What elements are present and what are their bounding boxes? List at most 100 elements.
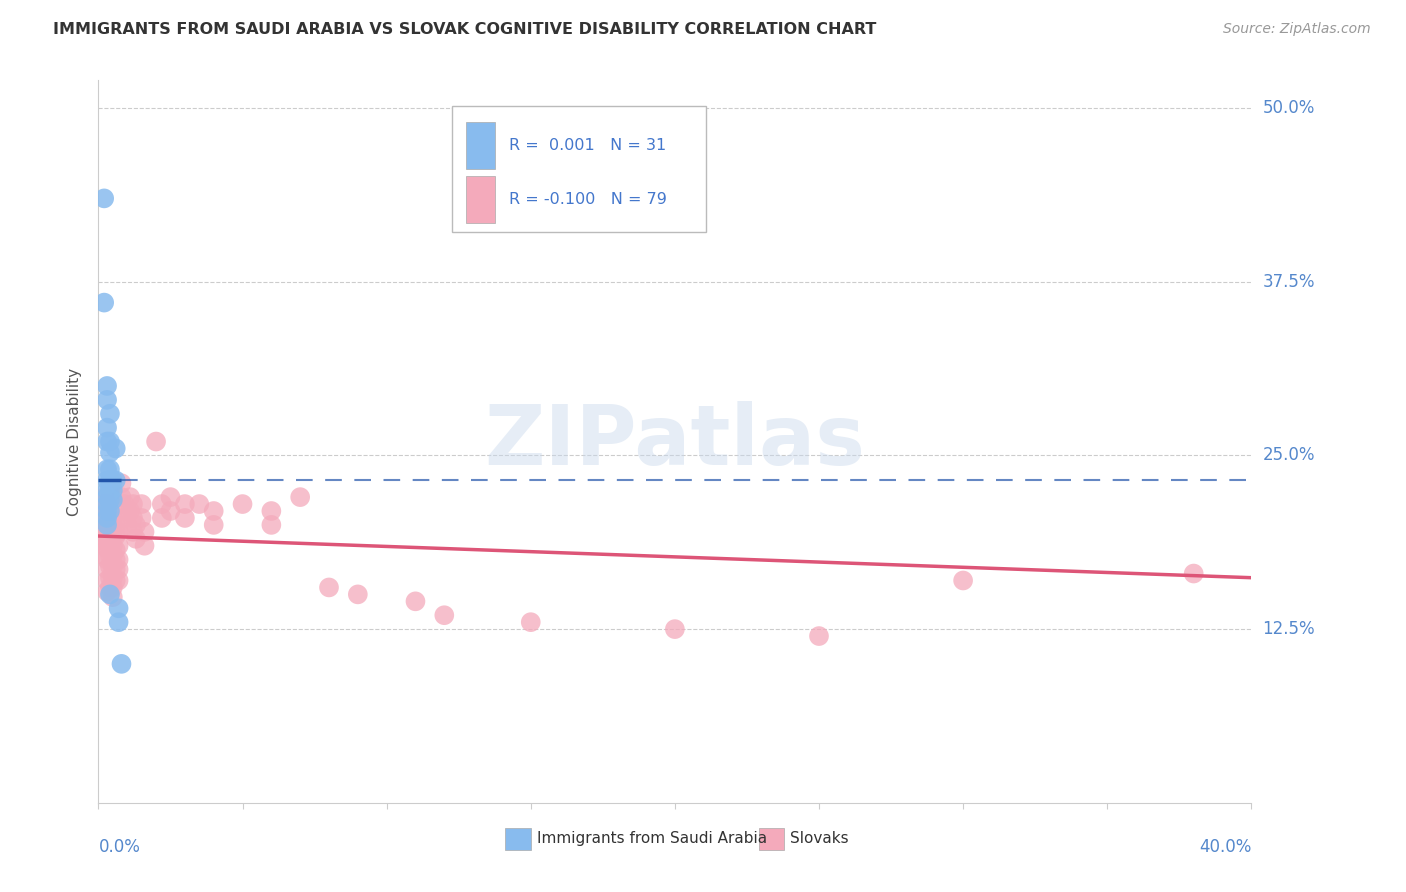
Point	[104, 562, 127, 576]
Point	[150, 497, 173, 511]
Point	[318, 581, 340, 595]
Point	[101, 590, 124, 604]
Point	[150, 511, 173, 525]
Point	[96, 504, 118, 518]
Point	[107, 601, 129, 615]
Point	[96, 497, 118, 511]
Point	[101, 474, 124, 488]
Point	[125, 517, 148, 532]
Point	[96, 474, 118, 488]
Point	[952, 574, 974, 588]
Point	[96, 434, 118, 449]
Text: Slovaks: Slovaks	[790, 831, 849, 847]
Point	[107, 615, 129, 630]
Point	[125, 532, 148, 546]
Point	[98, 581, 121, 595]
Point	[98, 504, 121, 518]
Point	[98, 517, 121, 532]
Point	[104, 542, 127, 557]
Point	[260, 517, 283, 532]
Point	[117, 504, 139, 518]
Point	[96, 497, 118, 511]
Point	[98, 445, 121, 459]
Point	[120, 490, 142, 504]
Point	[98, 571, 121, 585]
Point	[98, 407, 121, 421]
Point	[93, 504, 115, 518]
Point	[202, 517, 225, 532]
Point	[101, 483, 124, 498]
Text: Source: ZipAtlas.com: Source: ZipAtlas.com	[1223, 22, 1371, 37]
Point	[112, 511, 135, 525]
Point	[808, 629, 831, 643]
Point	[93, 490, 115, 504]
Point	[134, 524, 156, 539]
Point	[96, 517, 118, 532]
Text: Immigrants from Saudi Arabia: Immigrants from Saudi Arabia	[537, 831, 766, 847]
Point	[93, 532, 115, 546]
Point	[96, 517, 118, 532]
Point	[101, 549, 124, 563]
Point	[405, 594, 427, 608]
Point	[104, 474, 127, 488]
Point	[93, 524, 115, 539]
FancyBboxPatch shape	[467, 176, 495, 223]
Point	[96, 462, 118, 476]
Text: ZIPatlas: ZIPatlas	[485, 401, 865, 482]
Point	[93, 295, 115, 310]
Point	[98, 529, 121, 543]
Point	[98, 587, 121, 601]
Point	[107, 574, 129, 588]
Point	[98, 434, 121, 449]
Point	[101, 524, 124, 539]
Point	[664, 622, 686, 636]
Point	[290, 490, 312, 504]
Point	[98, 504, 121, 518]
Text: R =  0.001   N = 31: R = 0.001 N = 31	[509, 137, 666, 153]
Point	[159, 490, 181, 504]
FancyBboxPatch shape	[505, 828, 531, 850]
Point	[131, 497, 153, 511]
Point	[93, 497, 115, 511]
Point	[96, 511, 118, 525]
Point	[96, 574, 118, 588]
FancyBboxPatch shape	[467, 122, 495, 169]
Point	[104, 442, 127, 456]
Point	[346, 587, 368, 601]
Point	[93, 517, 115, 532]
Point	[174, 497, 197, 511]
Point	[96, 552, 118, 566]
Text: R = -0.100   N = 79: R = -0.100 N = 79	[509, 192, 666, 207]
Point	[93, 549, 115, 563]
Point	[107, 539, 129, 553]
Point	[96, 420, 118, 434]
Point	[122, 511, 145, 525]
Text: IMMIGRANTS FROM SAUDI ARABIA VS SLOVAK COGNITIVE DISABILITY CORRELATION CHART: IMMIGRANTS FROM SAUDI ARABIA VS SLOVAK C…	[53, 22, 877, 37]
Point	[1182, 566, 1205, 581]
Point	[98, 462, 121, 476]
Text: 50.0%: 50.0%	[1263, 99, 1315, 117]
Point	[174, 511, 197, 525]
FancyBboxPatch shape	[453, 105, 706, 232]
Y-axis label: Cognitive Disability: Cognitive Disability	[67, 368, 83, 516]
Point	[122, 524, 145, 539]
Point	[104, 552, 127, 566]
Point	[96, 392, 118, 407]
Text: 37.5%: 37.5%	[1263, 273, 1315, 291]
Point	[101, 492, 124, 507]
Text: 25.0%: 25.0%	[1263, 446, 1315, 465]
Point	[93, 191, 115, 205]
Point	[120, 504, 142, 518]
Point	[104, 574, 127, 588]
Text: 0.0%: 0.0%	[98, 838, 141, 855]
Point	[107, 524, 129, 539]
Point	[96, 379, 118, 393]
Text: 12.5%: 12.5%	[1263, 620, 1315, 638]
Point	[96, 483, 118, 498]
Point	[98, 483, 121, 498]
Point	[98, 559, 121, 574]
Point	[98, 474, 121, 488]
Point	[134, 539, 156, 553]
Point	[96, 507, 118, 521]
Point	[231, 497, 254, 511]
